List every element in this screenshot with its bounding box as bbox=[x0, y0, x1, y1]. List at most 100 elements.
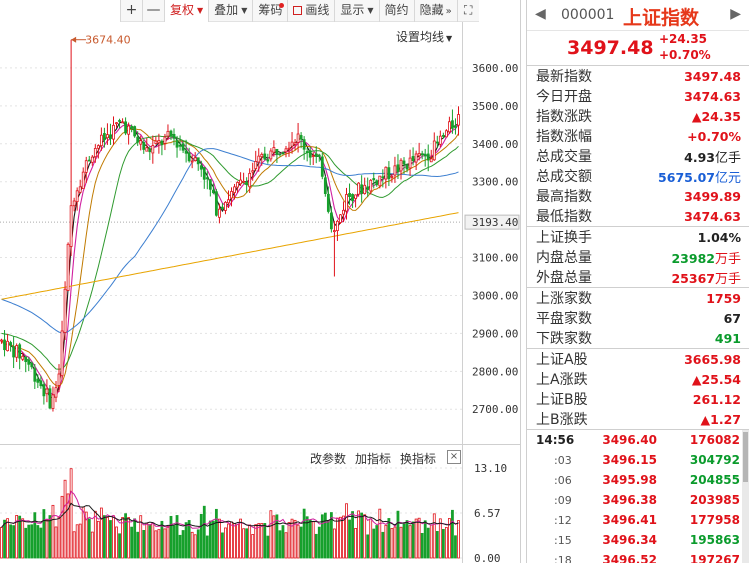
candle-body bbox=[90, 156, 94, 163]
ma-settings-label: 设置均线 bbox=[396, 30, 445, 44]
zoom-out-button[interactable]: — bbox=[142, 0, 164, 22]
close-indicator-icon[interactable]: × bbox=[447, 450, 461, 464]
volume-bar bbox=[227, 523, 230, 559]
switch-indicator-link[interactable]: 换指标 bbox=[400, 452, 437, 466]
candle-body bbox=[205, 177, 209, 180]
volume-axis-label: 6.57 bbox=[474, 507, 501, 520]
candle-body bbox=[438, 135, 442, 145]
tick-time: :15 bbox=[554, 534, 572, 547]
stat-unit: 亿元 bbox=[714, 170, 741, 186]
tick-list-scrollbar[interactable] bbox=[742, 430, 749, 563]
candle-body bbox=[193, 157, 197, 161]
tick-price: 3496.15 bbox=[602, 453, 657, 467]
scrollbar-thumb[interactable] bbox=[743, 432, 748, 482]
volume-bar bbox=[196, 529, 200, 559]
tick-row[interactable]: :12 3496.41 177958 bbox=[527, 510, 749, 530]
tick-row[interactable]: 14:56 3496.40 176082 bbox=[527, 430, 749, 450]
volume-bar bbox=[93, 510, 97, 559]
volume-bar bbox=[354, 528, 357, 559]
stat-row: 上A涨跌 ▲25.54 bbox=[527, 369, 749, 389]
candle-body bbox=[66, 243, 70, 291]
stat-row: 指数涨跌 ▲24.35 bbox=[527, 106, 749, 126]
overlay-dropdown[interactable]: 叠加 ▼ bbox=[208, 0, 252, 22]
candlestick-chart[interactable]: 3600.00 3500.00 3400.00 3300.00 3193.40 3100.… bbox=[0, 0, 521, 563]
volume-bar bbox=[181, 530, 185, 559]
candle-body bbox=[148, 148, 152, 153]
volume-bar bbox=[414, 518, 418, 559]
candle-body bbox=[245, 181, 249, 185]
candle-body bbox=[6, 340, 9, 352]
volume-bar bbox=[63, 479, 67, 559]
current-price: 3497.48 bbox=[567, 37, 654, 59]
candle-body bbox=[432, 140, 436, 161]
candle-body bbox=[302, 139, 306, 150]
volume-bar bbox=[139, 515, 143, 559]
next-arrow-icon[interactable]: ▶ bbox=[730, 6, 741, 22]
candle-body bbox=[190, 160, 194, 163]
volume-bar bbox=[21, 518, 25, 559]
hide-button[interactable]: 隐藏» bbox=[413, 0, 457, 22]
volume-bar bbox=[190, 531, 194, 559]
candle-body bbox=[121, 121, 124, 124]
volume-bar bbox=[266, 535, 270, 559]
volume-bar bbox=[211, 520, 215, 559]
volume-bar bbox=[39, 527, 43, 559]
volume-bar bbox=[205, 535, 209, 559]
candle-body bbox=[272, 147, 276, 153]
zoom-in-button[interactable]: + bbox=[120, 0, 142, 22]
fullscreen-button[interactable]: ⛶ bbox=[456, 0, 479, 22]
volume-bar bbox=[390, 528, 394, 559]
notification-dot-icon bbox=[279, 3, 285, 8]
candle-body bbox=[24, 356, 28, 363]
volume-bar bbox=[75, 524, 79, 559]
prev-arrow-icon[interactable]: ◀ bbox=[535, 6, 546, 22]
kline-chart-area[interactable]: 3600.00 3500.00 3400.00 3300.00 3193.40 3100.… bbox=[0, 0, 521, 563]
stat-value: +0.70% bbox=[687, 128, 741, 144]
candle-body bbox=[199, 165, 203, 170]
candle-body bbox=[444, 130, 448, 138]
volume-bar bbox=[366, 534, 370, 559]
current-price-tag bbox=[464, 214, 520, 230]
tick-time: :09 bbox=[554, 494, 572, 507]
volume-bar bbox=[106, 517, 109, 559]
price-axis-label: 3193.40 bbox=[472, 216, 518, 229]
candle-body bbox=[448, 121, 451, 133]
volume-bar bbox=[378, 508, 382, 559]
stat-row: 内盘总量 23982万手 bbox=[527, 247, 749, 267]
tick-list[interactable]: 14:56 3496.40 176082:03 3496.15 304792:06 349… bbox=[527, 430, 749, 563]
candle-body bbox=[181, 143, 185, 151]
volume-bar bbox=[387, 518, 391, 559]
volume-bar bbox=[372, 528, 376, 559]
moving-average-line bbox=[1, 135, 459, 370]
volume-bar bbox=[251, 534, 255, 559]
stat-value: 3474.63 bbox=[684, 88, 741, 104]
tick-row[interactable]: :09 3496.38 203985 bbox=[527, 490, 749, 510]
candle-body bbox=[387, 167, 391, 180]
volume-bar bbox=[308, 519, 312, 559]
candle-body bbox=[378, 175, 382, 187]
brief-button[interactable]: 简约 bbox=[378, 0, 414, 22]
volume-bar bbox=[33, 512, 37, 559]
caret-down-icon: ▼ bbox=[241, 6, 248, 15]
candle-body bbox=[339, 214, 342, 223]
adjust-dropdown[interactable]: 复权 ▼ bbox=[164, 0, 209, 22]
tick-row[interactable]: :18 3496.52 197267 bbox=[527, 550, 749, 563]
draw-line-button[interactable]: 画线 bbox=[287, 0, 334, 22]
candle-body bbox=[354, 194, 357, 199]
candle-body bbox=[151, 145, 155, 154]
price-axis-label: 2800.00 bbox=[472, 365, 518, 378]
tick-row[interactable]: :06 3495.98 204855 bbox=[527, 470, 749, 490]
price-change: +24.35 +0.70% bbox=[659, 31, 711, 63]
volume-bar bbox=[136, 531, 140, 559]
tick-row[interactable]: :15 3496.34 195863 bbox=[527, 530, 749, 550]
chips-button[interactable]: 筹码 bbox=[252, 0, 287, 22]
add-indicator-link[interactable]: 加指标 bbox=[355, 452, 392, 466]
change-params-link[interactable]: 改参数 bbox=[310, 452, 347, 466]
tick-row[interactable]: :03 3496.15 304792 bbox=[527, 450, 749, 470]
volume-bar bbox=[342, 515, 345, 559]
ma-settings-dropdown[interactable]: 设置均线 ▼ bbox=[396, 28, 452, 45]
stat-label: 上证A股 bbox=[536, 352, 588, 368]
volume-bar bbox=[278, 530, 282, 559]
double-chevron-right-icon: » bbox=[445, 6, 452, 17]
display-dropdown[interactable]: 显示 ▼ bbox=[334, 0, 378, 22]
